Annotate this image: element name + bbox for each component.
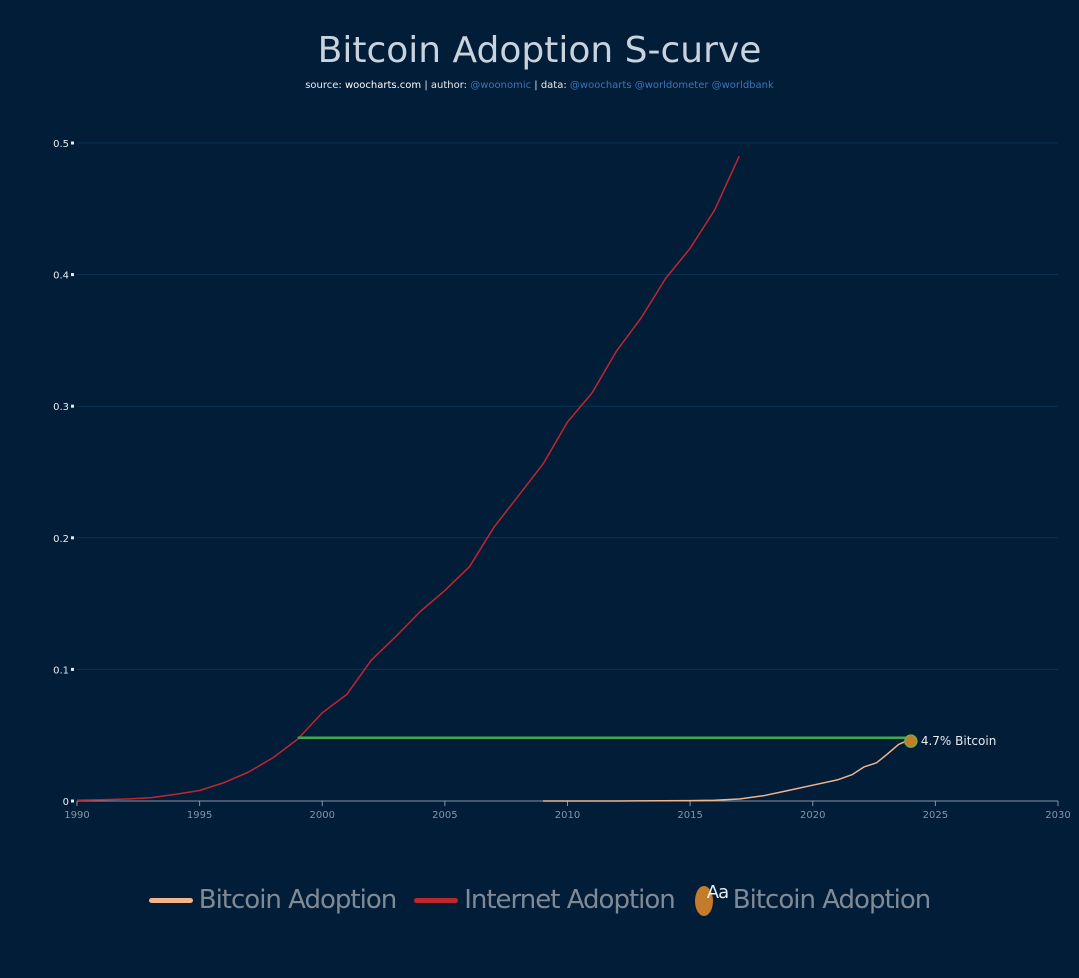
- y-tick-label: 0.4: [53, 271, 69, 282]
- y-tick-label: 0.1: [53, 665, 69, 676]
- y-tick-mark: [71, 273, 74, 277]
- y-tick-mark: [71, 141, 74, 145]
- x-tick-label: 2000: [310, 810, 335, 821]
- marker-glyph: Aa: [706, 882, 729, 903]
- source-link[interactable]: woocharts.com: [344, 80, 422, 91]
- annotation-marker: [904, 734, 918, 748]
- y-tick-mark: [71, 404, 74, 408]
- author-label: | author:: [421, 80, 471, 91]
- legend-swatch-bitcoin: [148, 897, 193, 903]
- legend-swatch-internet: [414, 897, 459, 903]
- chart-plot: 0 0.1 0.2 0.3 0.4 0.5 1990 1995 2000 2005 2010 2015…: [53, 139, 1071, 821]
- data-label: | data:: [531, 80, 570, 91]
- legend-label-marker: Bitcoin Adoption: [732, 885, 931, 915]
- series-line-internet-adoption: [76, 155, 740, 802]
- series-line-bitcoin-adoption: [543, 738, 912, 802]
- x-tick-label: 2010: [555, 810, 580, 821]
- legend-item-marker[interactable]: Aa Bitcoin Adoption: [693, 880, 931, 920]
- legend-item-internet[interactable]: Internet Adoption: [414, 885, 676, 915]
- y-tick-label: 0.2: [53, 534, 69, 545]
- legend-label-internet: Internet Adoption: [464, 885, 676, 915]
- y-tick-label: 0.5: [53, 139, 69, 150]
- legend-label-bitcoin: Bitcoin Adoption: [198, 885, 397, 915]
- y-tick-mark: [71, 536, 74, 540]
- chart-subtitle: source: woocharts.com | author: @woonomi…: [0, 80, 1079, 91]
- annotation-label: 4.7% Bitcoin: [921, 734, 996, 748]
- x-tick-label: 1990: [64, 810, 89, 821]
- chart-legend: Bitcoin Adoption Internet Adoption Aa Bi…: [0, 880, 1079, 920]
- y-tick-label: 0.3: [53, 402, 69, 413]
- x-tick-label: 2030: [1045, 810, 1070, 821]
- marker-dot-icon: [694, 886, 713, 916]
- y-tick-label: 0: [63, 797, 69, 808]
- legend-swatch-marker: Aa: [693, 880, 729, 920]
- y-tick-mark: [71, 667, 74, 671]
- source-label: source:: [305, 80, 345, 91]
- x-tick-label: 2005: [432, 810, 457, 821]
- data-links[interactable]: @woocharts @worldometer @worldbank: [569, 80, 774, 91]
- x-tick-label: 2015: [677, 810, 702, 821]
- y-tick-mark: [71, 799, 74, 803]
- x-tick-label: 2020: [800, 810, 825, 821]
- x-tick-label: 1995: [187, 810, 212, 821]
- chart-title: Bitcoin Adoption S-curve: [317, 30, 762, 71]
- x-tick-label: 2025: [923, 810, 948, 821]
- author-link[interactable]: @woonomic: [470, 80, 532, 91]
- legend-item-bitcoin[interactable]: Bitcoin Adoption: [148, 885, 397, 915]
